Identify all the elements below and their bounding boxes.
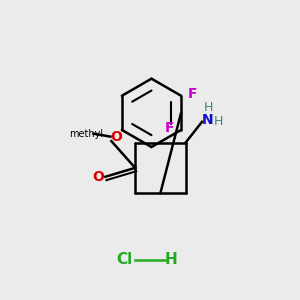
Text: Cl: Cl [117,253,133,268]
Text: H: H [164,253,177,268]
Text: H: H [214,115,223,128]
Text: N: N [202,113,213,127]
Text: F: F [188,87,197,101]
Text: H: H [204,101,214,114]
Text: O: O [110,130,122,144]
Text: methyl: methyl [69,129,103,139]
Text: O: O [92,170,104,184]
Text: F: F [165,122,175,136]
